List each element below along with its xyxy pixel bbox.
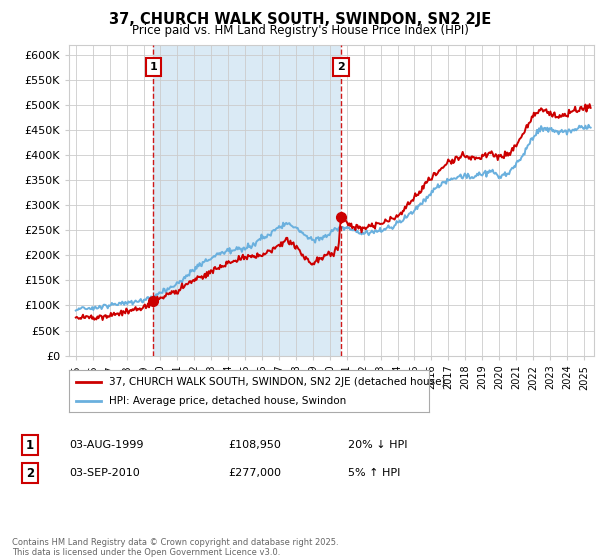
Text: 37, CHURCH WALK SOUTH, SWINDON, SN2 2JE (detached house): 37, CHURCH WALK SOUTH, SWINDON, SN2 2JE … bbox=[109, 377, 445, 387]
Text: 2: 2 bbox=[26, 466, 34, 480]
Text: Contains HM Land Registry data © Crown copyright and database right 2025.
This d: Contains HM Land Registry data © Crown c… bbox=[12, 538, 338, 557]
Text: HPI: Average price, detached house, Swindon: HPI: Average price, detached house, Swin… bbox=[109, 396, 346, 406]
Text: 20% ↓ HPI: 20% ↓ HPI bbox=[348, 440, 407, 450]
Text: 37, CHURCH WALK SOUTH, SWINDON, SN2 2JE: 37, CHURCH WALK SOUTH, SWINDON, SN2 2JE bbox=[109, 12, 491, 27]
Text: £108,950: £108,950 bbox=[228, 440, 281, 450]
Text: 03-AUG-1999: 03-AUG-1999 bbox=[69, 440, 143, 450]
Text: 03-SEP-2010: 03-SEP-2010 bbox=[69, 468, 140, 478]
Text: 1: 1 bbox=[149, 62, 157, 72]
Text: £277,000: £277,000 bbox=[228, 468, 281, 478]
Bar bbox=[154, 45, 341, 356]
Text: Price paid vs. HM Land Registry's House Price Index (HPI): Price paid vs. HM Land Registry's House … bbox=[131, 24, 469, 36]
Text: 2: 2 bbox=[337, 62, 345, 72]
Text: 1: 1 bbox=[26, 438, 34, 452]
Text: 5% ↑ HPI: 5% ↑ HPI bbox=[348, 468, 400, 478]
